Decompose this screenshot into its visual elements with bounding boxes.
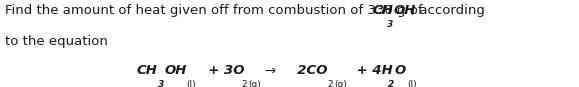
Text: OH: OH	[165, 64, 188, 77]
Text: OH: OH	[394, 4, 416, 17]
Text: (l): (l)	[186, 80, 196, 87]
Text: O: O	[395, 64, 406, 77]
Text: CH: CH	[136, 64, 157, 77]
Text: 2: 2	[241, 80, 247, 87]
Text: 2: 2	[388, 80, 394, 87]
Text: 2CO: 2CO	[288, 64, 327, 77]
Text: (g): (g)	[248, 80, 261, 87]
Text: + 4H: + 4H	[352, 64, 393, 77]
Text: (l): (l)	[408, 80, 417, 87]
Text: CH: CH	[373, 4, 394, 17]
Text: 3: 3	[158, 80, 164, 87]
Text: 3: 3	[387, 20, 393, 29]
Text: to the equation: to the equation	[5, 35, 108, 48]
Text: →: →	[265, 64, 276, 77]
Text: 2: 2	[327, 80, 333, 87]
Text: (g): (g)	[335, 80, 347, 87]
Text: , according: , according	[411, 4, 485, 17]
Text: + 3O: + 3O	[199, 64, 244, 77]
Text: Find the amount of heat given off from combustion of 330 g of: Find the amount of heat given off from c…	[5, 4, 427, 17]
